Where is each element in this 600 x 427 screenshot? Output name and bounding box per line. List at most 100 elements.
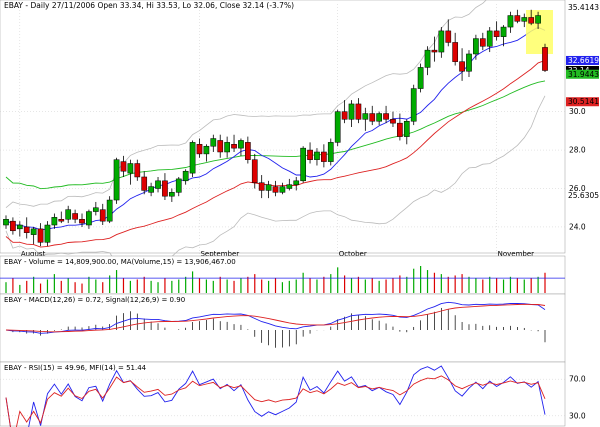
candle-body <box>500 26 507 37</box>
candle-body <box>127 163 134 174</box>
candle-body <box>479 38 486 47</box>
candle-body <box>410 88 417 122</box>
value-label-text: 25.6305 <box>568 191 599 200</box>
candlesticks <box>3 9 548 247</box>
price-tick-label: 24.0 <box>569 222 586 231</box>
candle-body <box>507 15 514 28</box>
value-label-bg <box>566 69 599 79</box>
candle-body <box>196 144 203 155</box>
rsi-lines: 70.0 30.0 <box>0 365 586 427</box>
rsi-legend: EBAY - RSI(15) = 49.96, MFI(14) = 51.44 <box>4 364 147 372</box>
rsi-tick-label: 70.0 <box>569 375 586 384</box>
candle-body <box>403 120 410 137</box>
x-axis-label: November <box>498 250 535 258</box>
candle-body <box>106 199 113 222</box>
value-label-bg <box>566 97 599 107</box>
candle-body <box>120 161 127 172</box>
candle-body <box>162 180 168 197</box>
value-label-text: 35.4143 <box>568 3 599 12</box>
candle-body <box>245 142 251 160</box>
candle-body <box>3 219 9 226</box>
candle-body <box>92 207 99 212</box>
value-label-bg <box>566 3 599 13</box>
candle-body <box>397 122 403 137</box>
candle-body <box>238 140 244 149</box>
candle-body <box>355 103 362 120</box>
short-ma-line <box>5 26 546 231</box>
value-label-bg <box>566 191 599 201</box>
candle-body <box>99 209 106 222</box>
value-label-text: 30.5141 <box>568 97 599 106</box>
candle-body <box>314 151 320 160</box>
value-label-text: 31.9443 <box>568 70 599 79</box>
x-axis-label: October <box>339 250 367 258</box>
upper-band-line <box>5 0 487 209</box>
candle-body <box>383 113 389 120</box>
candle-body <box>258 182 265 191</box>
candle-body <box>341 111 348 120</box>
volume-legend: EBAY - Volume = 14,809,900.00, MA(Volume… <box>4 258 236 266</box>
candle-body <box>272 186 279 193</box>
candle-body <box>486 30 493 47</box>
candle-body <box>141 176 148 191</box>
candle-body <box>224 142 230 153</box>
candle-body <box>134 163 141 178</box>
candle-body <box>362 113 369 120</box>
candle-body <box>424 49 431 68</box>
rsi-panel <box>0 361 566 427</box>
candle-body <box>37 228 44 243</box>
candle-body <box>307 149 313 160</box>
candle-body <box>210 138 217 147</box>
candle-body <box>321 151 327 162</box>
candle-body <box>251 159 258 183</box>
macd-legend: EBAY - MACD(12,26) = 0.72, Signal(12,26,… <box>4 296 185 304</box>
candle-body <box>528 17 535 24</box>
candle-body <box>155 180 161 189</box>
candle-body <box>431 49 438 53</box>
signal-line <box>5 303 546 333</box>
candle-body <box>334 111 341 143</box>
x-axis-label: September <box>200 250 239 258</box>
candle-body <box>65 209 72 220</box>
bollinger-bands <box>5 0 546 270</box>
x-axis-labels: August September October November <box>21 250 534 258</box>
price-panel <box>0 0 566 254</box>
candle-body <box>514 15 521 22</box>
candle-body <box>203 145 210 155</box>
x-axis-label: August <box>21 250 46 258</box>
lower-band-line <box>5 95 546 270</box>
candle-body <box>542 47 548 71</box>
candle-body <box>58 219 65 222</box>
candle-body <box>79 219 85 224</box>
candle-body <box>376 113 383 122</box>
candle-body <box>286 184 293 189</box>
candle-body <box>217 140 224 153</box>
chart-title: EBAY - Daily 27/11/2006 Open 33.34, Hi 3… <box>4 1 294 10</box>
candle-body <box>10 220 16 232</box>
rsi-tick-label: 30.0 <box>569 411 586 420</box>
mfi-line <box>5 365 546 427</box>
candle-body <box>473 38 479 55</box>
candle-body <box>113 159 120 201</box>
candle-body <box>231 144 237 149</box>
rsi-line <box>5 375 546 427</box>
candle-body <box>175 178 182 193</box>
candle-body <box>327 142 334 162</box>
candle-body <box>348 103 355 120</box>
candle-body <box>265 184 272 191</box>
candle-body <box>148 186 154 193</box>
candle-body <box>466 53 472 72</box>
macd-line <box>5 301 546 334</box>
candle-body <box>189 142 196 174</box>
candle-body <box>16 224 23 230</box>
candle-body <box>459 61 465 72</box>
candle-body <box>521 17 528 22</box>
volume-bars <box>0 266 565 293</box>
candle-body <box>51 217 58 226</box>
value-label-text: 32.6619 <box>568 56 599 65</box>
price-tick-label: 30.0 <box>569 107 586 116</box>
candle-body <box>72 213 78 220</box>
candle-body <box>300 147 306 182</box>
